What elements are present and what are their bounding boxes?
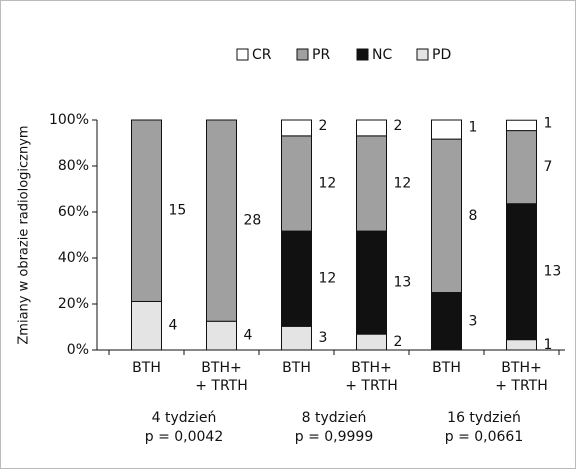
bar-segment [281,325,312,351]
count-label: 12 [319,271,337,287]
bar-segment [281,119,312,137]
bar-segment [431,292,462,351]
count-label: 13 [544,264,562,280]
bar-segment [131,119,162,302]
bar-segment [206,119,237,322]
count-label: 4 [244,328,253,344]
x-tick-label: BTH+ [501,360,541,376]
y-tick-label: 80% [58,158,89,174]
count-label: 28 [244,213,262,229]
bar-segment [356,119,387,137]
group-label: 4 tydzień [152,410,217,426]
y-axis-label: Zmiany w obrazie radiologicznym [17,125,32,344]
y-tick-label: 60% [58,204,89,220]
count-label: 2 [394,118,403,134]
bar-segment [431,138,462,293]
count-label: 1 [544,115,553,131]
bar-segment [281,230,312,327]
bar-segment [506,130,537,205]
count-label: 1 [544,337,553,353]
x-tick-label: BTH [432,360,461,376]
legend-label: PR [312,47,330,63]
legend-swatch [356,48,369,61]
bar-segment [206,320,237,351]
count-label: 12 [394,175,412,191]
legend-swatch [236,48,249,61]
bar-segment [281,135,312,232]
count-label: 12 [319,175,337,191]
count-label: 8 [469,208,478,224]
bar-segment [506,339,537,351]
bar-segment [356,230,387,335]
count-label: 2 [319,118,328,134]
group-label: p = 0,9999 [295,429,374,445]
y-tick-label: 0% [67,342,89,358]
x-tick-label: BTH+ [351,360,391,376]
count-label: 3 [469,313,478,329]
count-label: 4 [169,318,178,334]
x-tick-label: BTH [282,360,311,376]
legend-label: CR [252,47,272,63]
x-tick-label: BTH [132,360,161,376]
count-label: 7 [544,159,553,175]
group-label: 8 tydzień [302,410,367,426]
count-label: 15 [169,203,187,219]
y-tick-label: 20% [58,296,89,312]
group-label: p = 0,0042 [145,429,224,445]
legend-swatch [296,48,309,61]
bar-segment [356,333,387,351]
y-tick-label: 40% [58,250,89,266]
bar-segment [356,135,387,232]
x-tick-label: + TRTH [195,378,248,394]
bar-segment [131,300,162,351]
count-label: 1 [469,120,478,136]
legend-label: PD [432,47,451,63]
x-tick-label: + TRTH [345,378,398,394]
legend-label: NC [372,47,392,63]
count-label: 3 [319,330,328,346]
y-tick-label: 100% [49,112,89,128]
count-label: 2 [394,334,403,350]
x-tick-label: + TRTH [495,378,548,394]
bar-segment [506,119,537,132]
group-label: p = 0,0661 [445,429,524,445]
count-label: 13 [394,275,412,291]
bar-segment [431,119,462,140]
legend-swatch [416,48,429,61]
x-tick-label: BTH+ [201,360,241,376]
group-label: 16 tydzień [447,410,521,426]
bar-segment [506,203,537,341]
